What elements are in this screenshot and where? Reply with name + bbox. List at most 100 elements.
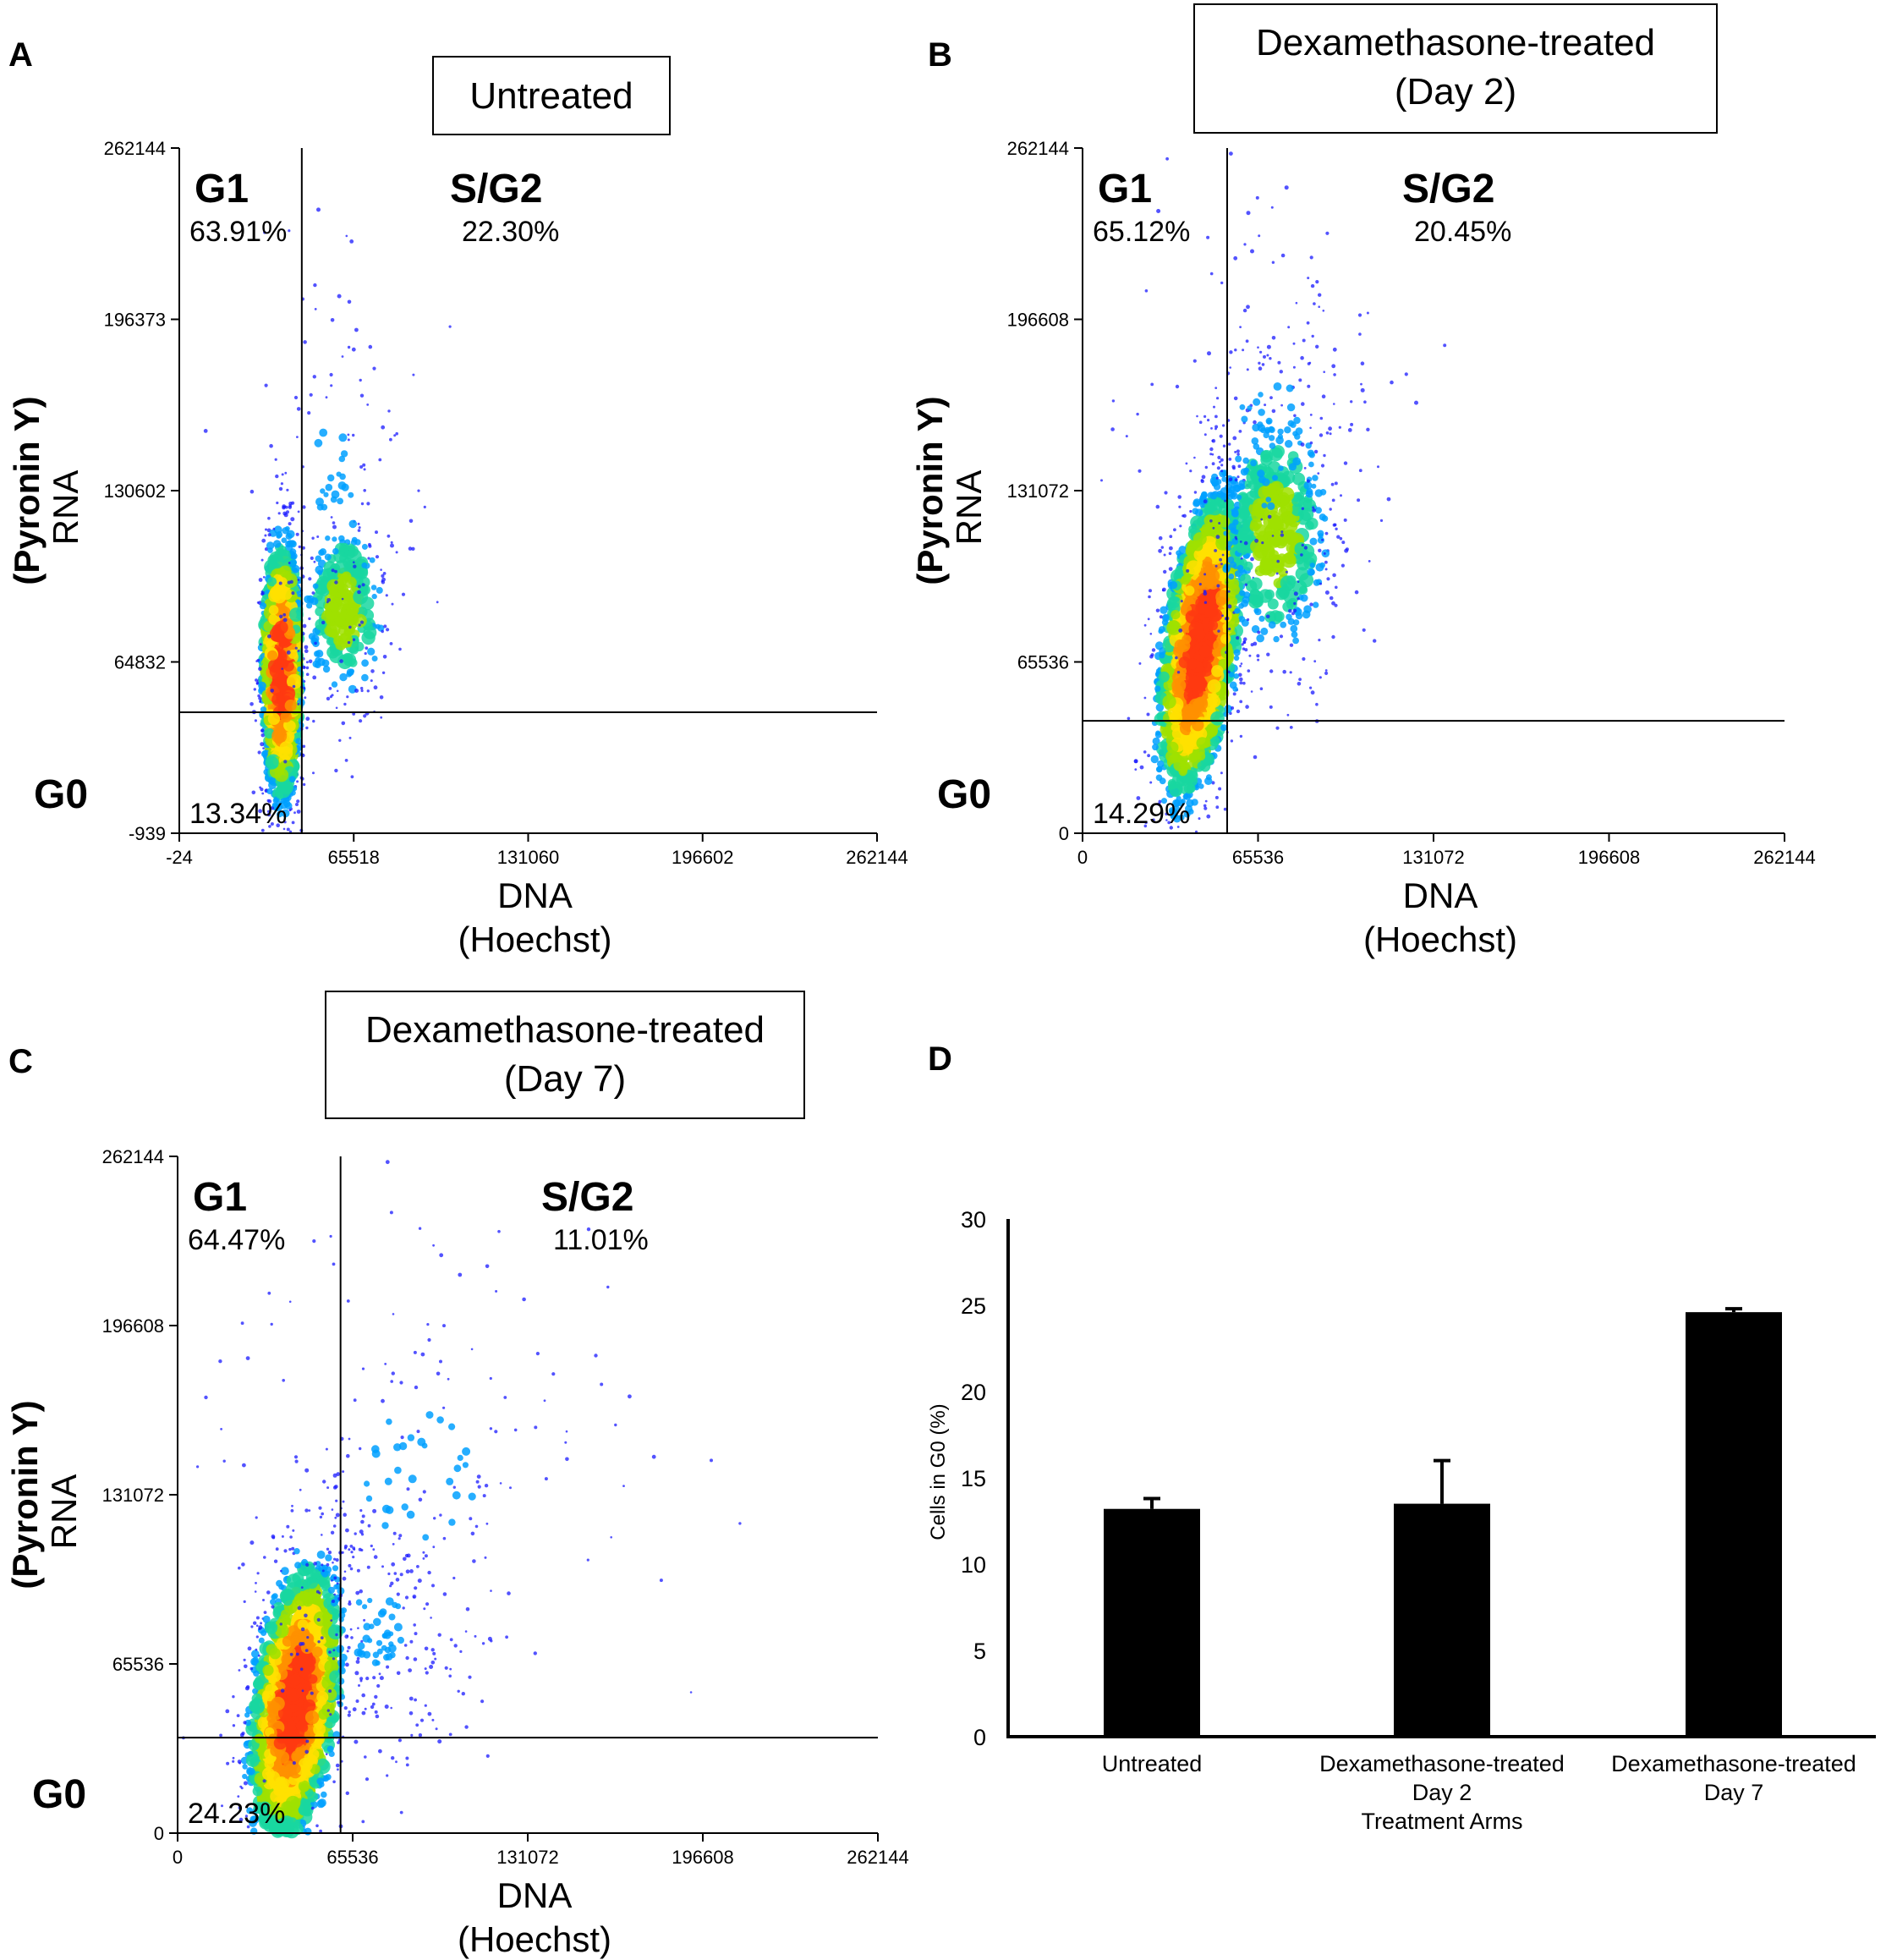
data-point xyxy=(278,486,283,491)
data-point xyxy=(1223,807,1227,811)
data-point xyxy=(315,565,324,574)
data-point xyxy=(332,524,337,530)
data-point xyxy=(326,623,341,637)
data-point xyxy=(1159,615,1163,619)
data-point xyxy=(1289,726,1293,729)
data-point xyxy=(1149,589,1152,593)
data-point xyxy=(1319,416,1324,420)
data-point xyxy=(1242,349,1245,352)
data-point xyxy=(1203,415,1207,418)
data-point xyxy=(1282,669,1286,674)
data-point xyxy=(347,299,352,305)
panel-b: B Dexamethasone-treated(Day 2)0 65536 13107… xyxy=(910,3,1816,959)
data-point xyxy=(271,630,283,642)
data-point xyxy=(281,588,293,601)
data-point xyxy=(307,411,311,415)
data-point xyxy=(1206,235,1210,239)
data-point xyxy=(365,646,369,650)
data-point xyxy=(1211,453,1214,456)
data-point xyxy=(287,673,302,689)
data-point xyxy=(1139,765,1144,770)
data-point xyxy=(1280,621,1287,629)
data-point xyxy=(1211,781,1215,785)
data-point xyxy=(1291,503,1304,517)
data-point xyxy=(1302,610,1311,619)
data-point xyxy=(1298,678,1302,681)
data-point xyxy=(267,547,273,553)
data-point xyxy=(1178,629,1183,633)
data-point xyxy=(316,535,320,538)
data-point xyxy=(1269,396,1273,399)
data-point xyxy=(329,602,339,612)
data-point xyxy=(1292,457,1302,466)
data-point xyxy=(342,571,352,581)
data-point xyxy=(319,1829,322,1833)
data-point xyxy=(1125,435,1128,438)
data-point xyxy=(1333,403,1335,405)
data-point xyxy=(1236,475,1240,479)
data-point xyxy=(1309,537,1318,546)
data-point xyxy=(370,669,375,673)
data-point xyxy=(1308,451,1315,458)
data-point xyxy=(288,522,292,526)
data-point xyxy=(1181,634,1192,645)
data-point xyxy=(1280,497,1290,506)
data-point xyxy=(360,689,364,693)
data-point xyxy=(346,695,349,699)
data-point xyxy=(1182,513,1187,518)
data-point xyxy=(279,614,283,618)
data-point xyxy=(327,474,335,482)
data-point xyxy=(1256,654,1260,658)
data-point xyxy=(368,542,371,546)
data-point xyxy=(1347,428,1352,432)
data-point xyxy=(1251,437,1259,445)
data-point xyxy=(1177,495,1181,499)
data-point xyxy=(354,689,359,693)
data-point xyxy=(1269,357,1272,360)
data-point xyxy=(258,696,262,700)
data-point xyxy=(265,528,267,531)
data-point xyxy=(232,1724,236,1727)
data-point xyxy=(272,527,276,530)
data-point xyxy=(1268,435,1275,442)
data-point xyxy=(408,546,413,551)
data-point xyxy=(1228,672,1235,678)
data-point xyxy=(378,458,382,462)
data-point xyxy=(1363,400,1367,404)
data-point xyxy=(1246,305,1250,310)
data-point xyxy=(332,536,337,542)
data-point xyxy=(366,689,370,693)
data-point xyxy=(1240,662,1243,665)
data-point xyxy=(1220,563,1223,566)
data-point xyxy=(340,450,348,458)
data-point xyxy=(266,812,271,817)
data-point xyxy=(1234,535,1237,539)
data-point xyxy=(1244,583,1248,586)
data-point xyxy=(280,482,283,486)
data-point xyxy=(1209,491,1218,500)
population-1 xyxy=(279,463,415,775)
data-point xyxy=(348,491,354,498)
data-point xyxy=(291,821,295,825)
data-point xyxy=(1295,301,1298,305)
data-point xyxy=(258,667,262,671)
data-point xyxy=(1362,628,1366,632)
data-point xyxy=(359,620,365,624)
data-point xyxy=(1127,716,1131,721)
data-point xyxy=(1319,582,1323,585)
data-point xyxy=(381,629,385,634)
data-point xyxy=(1344,548,1349,553)
data-point xyxy=(1229,151,1233,156)
data-point xyxy=(1212,526,1215,530)
data-point xyxy=(366,404,370,406)
data-point xyxy=(387,534,391,538)
data-point xyxy=(359,1589,364,1594)
data-point xyxy=(1265,497,1272,502)
y-tick-label: 262144 xyxy=(1007,138,1069,159)
data-point xyxy=(280,711,293,723)
data-point xyxy=(1231,510,1239,518)
data-point xyxy=(1246,368,1249,371)
y-tick-label: 131072 xyxy=(1007,480,1069,502)
data-point xyxy=(1350,422,1354,426)
x-tick-label: 196602 xyxy=(672,847,733,868)
